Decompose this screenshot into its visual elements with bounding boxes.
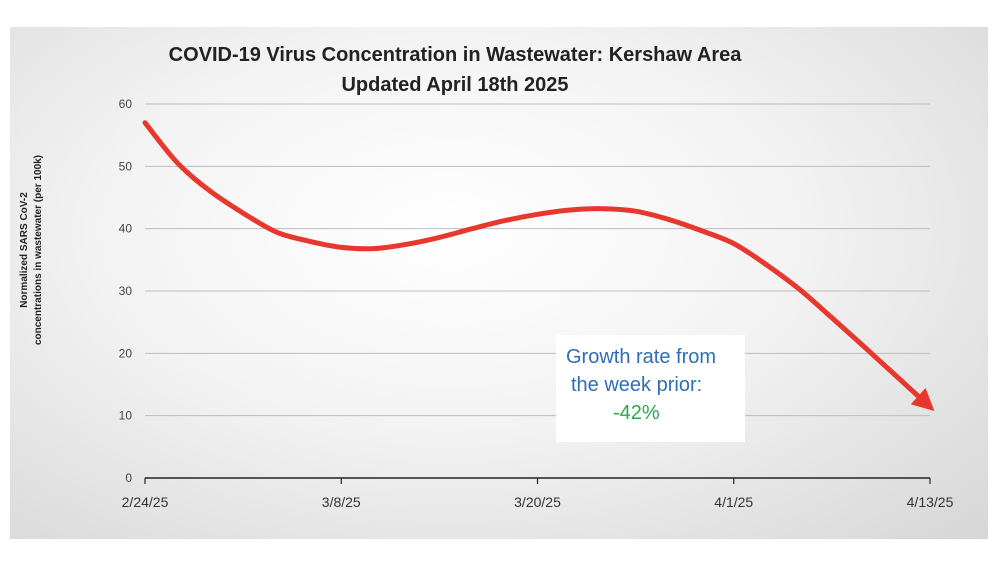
x-tick-label: 3/20/25 xyxy=(514,494,561,510)
y-tick-label-50: 50 xyxy=(119,159,133,173)
y-tick-label-40: 40 xyxy=(119,222,133,236)
chart-title-line-1: COVID-19 Virus Concentration in Wastewat… xyxy=(168,44,742,66)
y-tick-label-20: 20 xyxy=(119,346,133,360)
annotation-line-1: Growth rate from xyxy=(566,346,717,368)
series-arrowhead-0 xyxy=(910,388,935,411)
x-tick-label: 4/1/25 xyxy=(714,494,753,510)
x-tick-label: 2/24/25 xyxy=(122,494,169,510)
chart-background xyxy=(10,27,988,539)
growth-rate-annotation: Growth rate from the week prior: -42% xyxy=(556,335,745,442)
series-line-0 xyxy=(142,120,933,410)
chart-title: COVID-19 Virus Concentration in Wastewat… xyxy=(110,40,800,100)
chart-title-line-2: Updated April 18th 2025 xyxy=(341,74,569,96)
x-tick-label: 4/13/25 xyxy=(907,494,954,510)
annotation-line-2: the week prior: xyxy=(571,374,703,396)
x-tick-label: 3/8/25 xyxy=(322,494,361,510)
annotation-value: -42% xyxy=(613,402,660,424)
y-tick-label-10: 10 xyxy=(119,409,133,423)
y-tick-label-60: 60 xyxy=(119,97,133,111)
y-tick-label-30: 30 xyxy=(119,284,133,298)
y-axis-title-line-1: Normalized SARS CoV-2 xyxy=(19,192,30,308)
y-tick-label-0: 0 xyxy=(125,471,132,485)
y-axis-title-line-2: concentrations in wastewater (per 100k) xyxy=(33,154,44,346)
